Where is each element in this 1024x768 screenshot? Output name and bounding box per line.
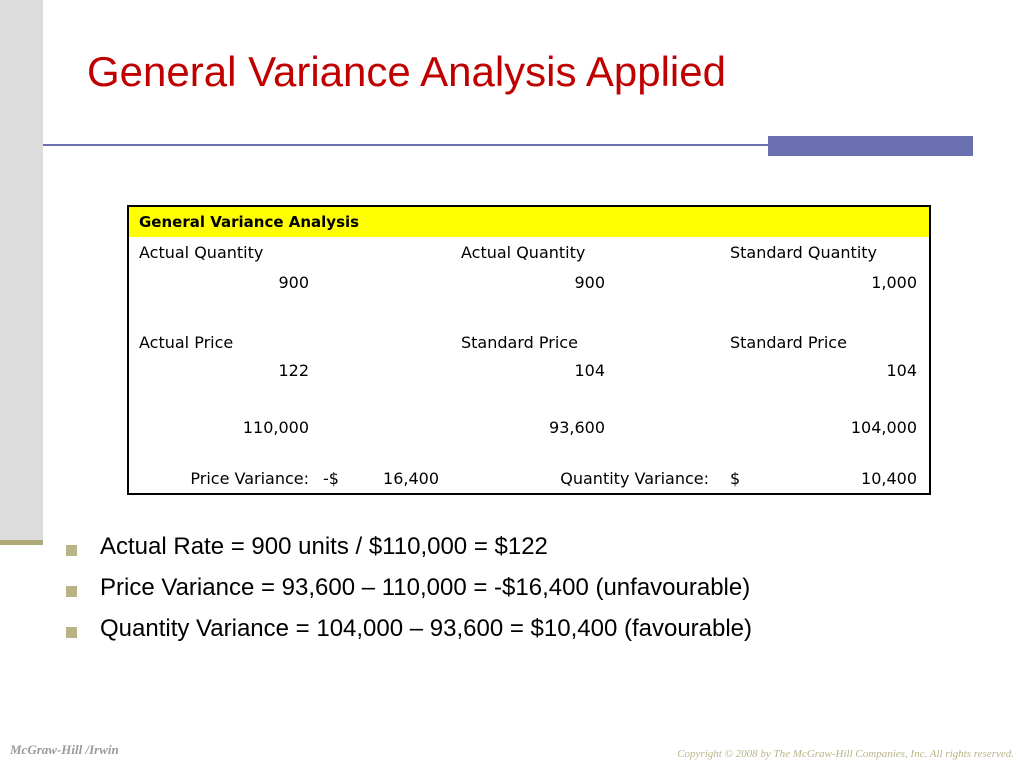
square-bullet-icon [66,627,77,638]
col3-total: 104,000 [850,418,917,437]
col2-price-value: 104 [574,361,605,380]
col2-total: 93,600 [549,418,605,437]
price-variance-currency: -$ [323,469,339,488]
col1-qty-label: Actual Quantity [139,243,264,262]
slide-title: General Variance Analysis Applied [87,48,726,95]
bullet-text: Quantity Variance = 104,000 – 93,600 = $… [100,615,753,642]
col3-qty-value: 1,000 [871,273,917,292]
left-bar-accent-line [0,540,43,545]
price-variance-label: Price Variance: [190,469,309,488]
title-rule-line [43,144,768,146]
variance-table: General Variance Analysis Actual Quantit… [127,205,931,495]
col2-qty-value: 900 [574,273,605,292]
col2-price-label: Standard Price [461,333,578,352]
col1-price-value: 122 [278,361,309,380]
col3-price-value: 104 [886,361,917,380]
col3-price-label: Standard Price [730,333,847,352]
quantity-variance-value: 10,400 [861,469,917,488]
table-header-label: General Variance Analysis [139,213,360,231]
quantity-variance-currency: $ [730,469,741,488]
col2-qty-label: Actual Quantity [461,243,586,262]
col1-price-label: Actual Price [139,333,234,352]
table-header: General Variance Analysis [129,207,929,237]
col1-total: 110,000 [242,418,309,437]
title-rule-block [768,136,973,156]
bullet-text: Price Variance = 93,600 – 110,000 = -$16… [100,574,751,601]
left-decorative-bar [0,0,43,540]
col3-qty-label: Standard Quantity [730,243,878,262]
square-bullet-icon [66,586,77,597]
square-bullet-icon [66,545,77,556]
bullet-text: Actual Rate = 900 units / $110,000 = $12… [100,533,548,560]
quantity-variance-label: Quantity Variance: [560,469,709,488]
footer-publisher: McGraw-Hill /Irwin [10,742,119,757]
footer-copyright: Copyright © 2008 by The McGraw-Hill Comp… [677,748,1014,760]
col1-qty-value: 900 [278,273,309,292]
price-variance-value: 16,400 [383,469,439,488]
